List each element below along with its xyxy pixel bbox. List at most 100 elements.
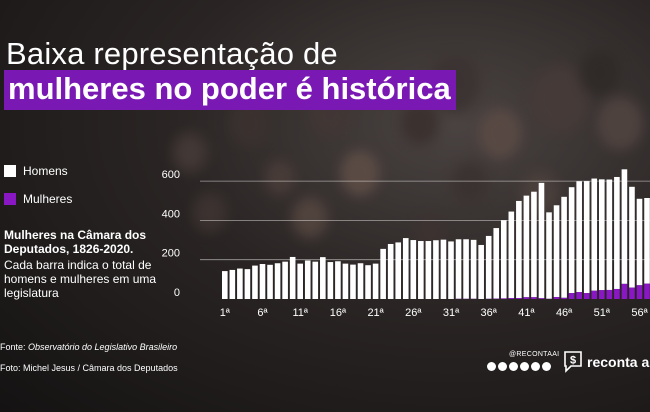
bar-homens-18 xyxy=(350,264,356,299)
bar-homens-21 xyxy=(372,263,379,299)
bar-homens-55 xyxy=(629,186,635,288)
bar-mulheres-42 xyxy=(531,297,537,299)
x-tick-label-51: 51ª xyxy=(594,307,611,319)
social-handle: @RECONTAAI xyxy=(509,351,560,358)
source-name: Observatório do Legislativo Brasileiro xyxy=(28,342,178,352)
bar-homens-41 xyxy=(523,195,530,298)
chart-grid xyxy=(200,180,650,261)
y-tick-label-600: 600 xyxy=(162,169,180,181)
x-axis-ticks: 1ª 6ª 11ª 16ª 21ª 26ª 31ª 36ª 41ª 46ª 51ª 56ª xyxy=(220,307,649,319)
brand-logo: $ reconta aí xyxy=(563,350,650,374)
bar-homens-7 xyxy=(267,264,273,299)
bar-homens-46 xyxy=(561,196,567,298)
chart-note-title: Mulheres na Câmara dos Deputados, 1826-2… xyxy=(4,228,147,256)
bar-homens-15 xyxy=(327,262,334,299)
bar-homens-40 xyxy=(516,200,522,299)
bar-homens-32 xyxy=(455,239,462,299)
bar-mulheres-38 xyxy=(500,298,507,299)
bar-homens-17 xyxy=(342,263,349,299)
bar-mulheres-41 xyxy=(523,297,530,299)
bar-homens-29 xyxy=(433,240,439,299)
x-tick-label-1: 1ª xyxy=(220,307,231,319)
x-tick-label-16: 16ª xyxy=(330,307,347,319)
linkedin-icon[interactable] xyxy=(531,362,540,371)
bar-homens-38 xyxy=(500,220,507,299)
bar-homens-10 xyxy=(289,256,296,299)
bar-homens-2 xyxy=(229,269,236,299)
x-tick-label-21: 21ª xyxy=(367,307,384,319)
legend-swatch-mulheres xyxy=(4,193,16,205)
bar-homens-48 xyxy=(576,181,582,293)
bar-homens-23 xyxy=(387,243,394,299)
x-tick-label-46: 46ª xyxy=(556,307,573,319)
background-person-9 xyxy=(340,150,380,196)
bar-homens-5 xyxy=(252,265,258,299)
bar-homens-11 xyxy=(297,263,303,299)
source-credit: Fonte: Observatório do Legislativo Brasi… xyxy=(0,342,177,352)
background-person-10 xyxy=(452,162,488,204)
bar-homens-47 xyxy=(568,187,575,294)
dollar-speech-bubble-icon: $ xyxy=(564,351,582,373)
bar-homens-52 xyxy=(606,179,613,290)
facebook-icon[interactable] xyxy=(498,362,507,371)
youtube-icon[interactable] xyxy=(509,362,518,371)
bar-mulheres-56 xyxy=(636,285,643,299)
bar-mulheres-50 xyxy=(591,290,598,299)
bar-mulheres-54 xyxy=(621,283,628,299)
bar-mulheres-55 xyxy=(629,287,635,299)
chart-note-body: Cada barra indica o total de homens e mu… xyxy=(4,258,157,300)
bar-homens-44 xyxy=(546,212,552,299)
x-tick-label-26: 26ª xyxy=(405,307,422,319)
bar-homens-33 xyxy=(463,239,469,299)
legend-swatch-homens xyxy=(4,165,16,177)
bar-homens-8 xyxy=(274,263,281,299)
bar-homens-36 xyxy=(485,235,492,299)
bar-mulheres-47 xyxy=(568,293,575,299)
svg-text:$: $ xyxy=(570,355,576,367)
bar-mulheres-52 xyxy=(606,289,613,299)
x-tick-label-11: 11ª xyxy=(292,307,308,319)
bar-homens-42 xyxy=(531,191,537,298)
bar-homens-22 xyxy=(380,248,386,299)
background-person-2 xyxy=(580,50,620,96)
y-tick-label-200: 200 xyxy=(162,248,180,260)
bar-homens-25 xyxy=(402,238,409,299)
bar-homens-57 xyxy=(644,197,650,284)
bar-mulheres-57 xyxy=(644,283,650,299)
tiktok-icon[interactable] xyxy=(520,362,529,371)
bar-homens-49 xyxy=(583,181,590,294)
bar-homens-1 xyxy=(222,271,228,299)
legend-label-mulheres: Mulheres xyxy=(23,192,73,206)
bar-mulheres-45 xyxy=(553,297,560,299)
bar-homens-50 xyxy=(591,178,598,291)
bar-homens-26 xyxy=(410,240,417,299)
instagram-icon[interactable] xyxy=(487,362,496,371)
bar-mulheres-48 xyxy=(576,292,582,299)
logo-text: reconta aí xyxy=(587,354,650,370)
email-icon[interactable] xyxy=(542,362,551,371)
photo-credit: Foto: Michel Jesus / Câmara dos Deputado… xyxy=(0,363,178,373)
x-tick-label-56: 56ª xyxy=(631,307,648,319)
x-tick-label-36: 36ª xyxy=(481,307,498,319)
title-line-1: Baixa representação de xyxy=(6,36,338,71)
bar-homens-6 xyxy=(259,264,266,299)
bar-mulheres-40 xyxy=(516,298,522,299)
social-icons xyxy=(487,362,551,371)
bar-homens-51 xyxy=(599,179,605,291)
bar-homens-34 xyxy=(470,239,477,299)
bar-homens-30 xyxy=(440,239,447,299)
bar-homens-16 xyxy=(335,261,341,299)
x-tick-label-41: 41ª xyxy=(518,307,535,319)
bar-mulheres-46 xyxy=(561,297,567,299)
bar-homens-3 xyxy=(237,268,243,299)
legend-item-mulheres: Mulheres xyxy=(4,192,72,206)
bar-homens-56 xyxy=(636,198,643,286)
bar-homens-9 xyxy=(282,261,288,299)
background-person-13 xyxy=(193,193,227,233)
background-person-3 xyxy=(478,108,522,159)
bar-homens-19 xyxy=(357,263,364,299)
bar-mulheres-39 xyxy=(508,298,515,299)
y-tick-label-0: 0 xyxy=(174,287,180,299)
